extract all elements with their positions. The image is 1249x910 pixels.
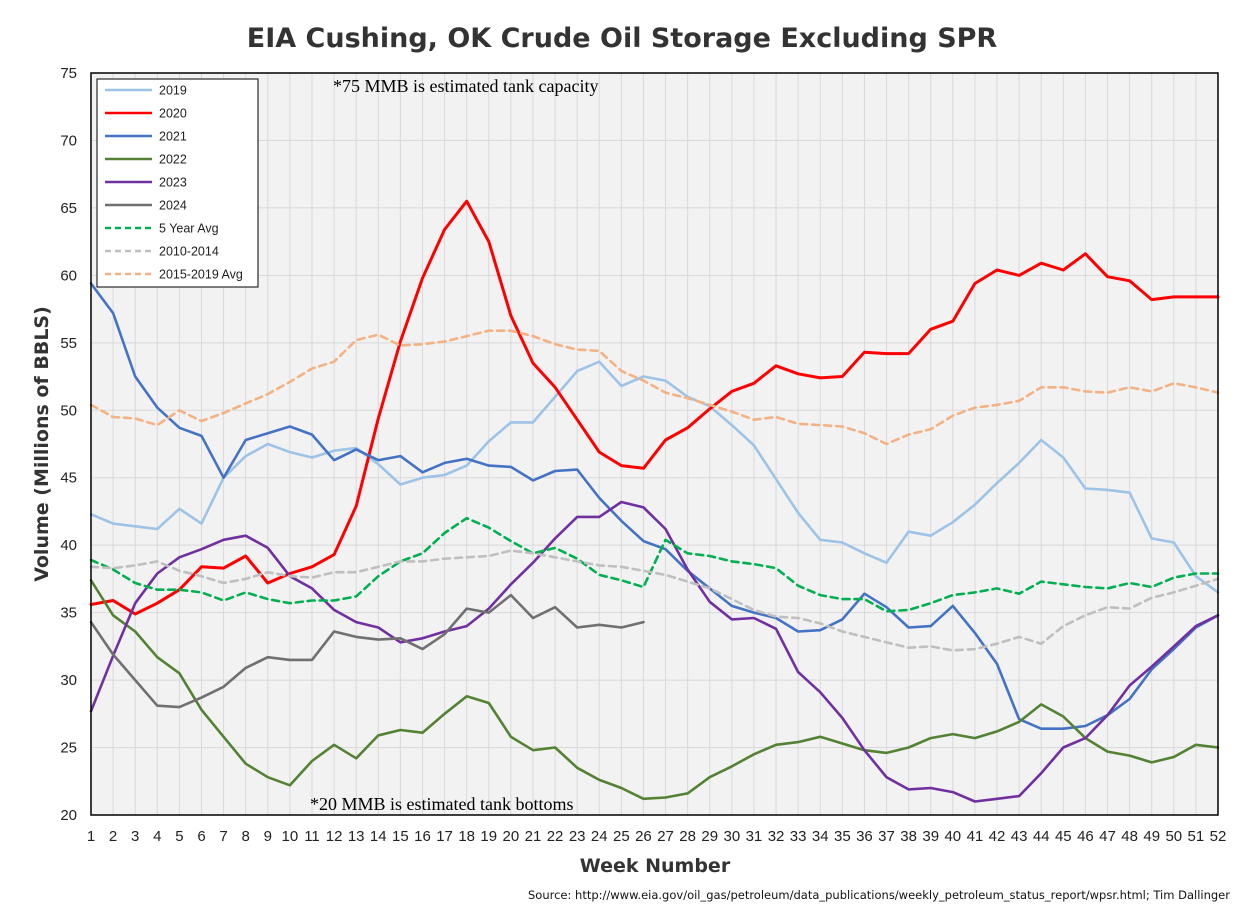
y-tick-label: 40 (60, 537, 77, 554)
x-tick-label: 9 (264, 828, 272, 845)
series-lines (89, 199, 1220, 803)
x-tick-label: 1 (87, 828, 95, 845)
x-tick-label: 10 (282, 828, 299, 845)
x-tick-label: 16 (414, 828, 431, 845)
x-tick-label: 19 (480, 828, 497, 845)
y-tick-label: 25 (60, 740, 77, 757)
legend-label: 2021 (159, 130, 187, 144)
y-tick-label: 75 (60, 65, 77, 82)
y-tick-label: 70 (60, 132, 77, 149)
x-tick-label: 47 (1099, 828, 1116, 845)
x-tick-label: 23 (569, 828, 586, 845)
legend: 2019 2020 2021 2022 2023 2024 5 Year Avg 2010-2… (96, 78, 259, 288)
y-tick-label: 60 (60, 267, 77, 284)
x-tick-label: 31 (746, 828, 763, 845)
x-tick-label: 40 (944, 828, 961, 845)
x-tick-label: 49 (1143, 828, 1160, 845)
source-note: Source: http://www.eia.gov/oil_gas/petro… (528, 888, 1230, 902)
tank-capacity-note: *75 MMB is estimated tank capacity (333, 76, 598, 96)
x-tick-label: 20 (503, 828, 520, 845)
x-tick-label: 15 (392, 828, 409, 845)
series-line-2021 (89, 282, 1220, 731)
x-tick-label: 46 (1077, 828, 1094, 845)
legend-label: 5 Year Avg (159, 222, 219, 236)
x-tick-label: 12 (326, 828, 343, 845)
series-line-5-year-avg (89, 516, 1220, 613)
x-tick-label: 27 (657, 828, 674, 845)
x-tick-label: 37 (878, 828, 895, 845)
x-tick-label: 24 (591, 828, 608, 845)
x-tick-label: 34 (812, 828, 829, 845)
chart-title: EIA Cushing, OK Crude Oil Storage Exclud… (247, 23, 998, 54)
x-tick-label: 43 (1011, 828, 1028, 845)
x-tick-label: 50 (1165, 828, 1182, 845)
x-tick-label: 2 (109, 828, 117, 845)
series-line-2019 (89, 360, 1220, 594)
x-tick-label: 28 (679, 828, 696, 845)
legend-label: 2010-2014 (159, 245, 219, 259)
legend-label: 2019 (159, 84, 187, 98)
y-axis-label: Volume (Millions of BBLS) (31, 306, 53, 582)
x-tick-label: 36 (856, 828, 873, 845)
series-line-2020 (89, 199, 1220, 616)
series-line-2022 (89, 578, 1220, 801)
x-tick-label: 26 (635, 828, 652, 845)
x-tick-label: 5 (175, 828, 183, 845)
x-tick-label: 17 (436, 828, 453, 845)
series-line-2015-2019-avg (89, 329, 1220, 446)
legend-label: 2023 (159, 176, 187, 190)
series-line-2010-2014 (89, 549, 1220, 652)
x-tick-label: 4 (153, 828, 161, 845)
x-tick-label: 41 (967, 828, 984, 845)
x-tick-label: 52 (1210, 828, 1227, 845)
x-tick-label: 45 (1055, 828, 1072, 845)
series-line-2024 (89, 593, 645, 709)
x-axis-label: Week Number (580, 855, 731, 877)
x-tick-label: 38 (900, 828, 917, 845)
plot-background (91, 73, 1218, 815)
y-tick-labels: 20 25 30 35 40 45 50 55 60 65 70 75 (60, 65, 77, 824)
legend-label: 2024 (159, 199, 187, 213)
x-tick-label: 13 (348, 828, 365, 845)
x-tick-label: 6 (197, 828, 205, 845)
x-tick-label: 7 (219, 828, 227, 845)
legend-label: 2022 (159, 153, 187, 167)
y-tick-label: 35 (60, 605, 77, 622)
x-tick-label: 11 (304, 828, 320, 845)
tank-bottoms-note: *20 MMB is estimated tank bottoms (310, 794, 574, 814)
x-tick-label: 21 (525, 828, 542, 845)
x-tick-label: 33 (790, 828, 807, 845)
y-tick-label: 55 (60, 335, 77, 352)
x-tick-label: 8 (242, 828, 250, 845)
x-tick-label: 48 (1121, 828, 1138, 845)
y-tick-label: 65 (60, 200, 77, 217)
y-tick-label: 50 (60, 402, 77, 419)
x-tick-label: 39 (922, 828, 939, 845)
x-tick-label: 44 (1033, 828, 1050, 845)
x-tick-label: 29 (701, 828, 718, 845)
x-tick-labels: 1 2 3 4 5 6 7 8 9 10 11 12 13 14 15 16 17 18 19 20 21 22 23 24 2… (87, 828, 1227, 845)
x-tick-label: 51 (1188, 828, 1205, 845)
series-line-2023 (89, 500, 1220, 803)
legend-label: 2015-2019 Avg (159, 268, 243, 282)
legend-label: 2020 (159, 107, 187, 121)
x-tick-label: 25 (613, 828, 630, 845)
x-tick-label: 14 (370, 828, 387, 845)
x-tick-label: 18 (458, 828, 475, 845)
y-tick-label: 45 (60, 470, 77, 487)
y-tick-label: 20 (60, 807, 77, 824)
x-tick-label: 3 (131, 828, 139, 845)
x-tick-label: 35 (834, 828, 851, 845)
x-tick-label: 32 (768, 828, 785, 845)
x-tick-label: 22 (547, 828, 564, 845)
y-tick-label: 30 (60, 672, 77, 689)
x-tick-label: 30 (723, 828, 740, 845)
plot-border (90, 72, 1219, 816)
x-tick-label: 42 (989, 828, 1006, 845)
